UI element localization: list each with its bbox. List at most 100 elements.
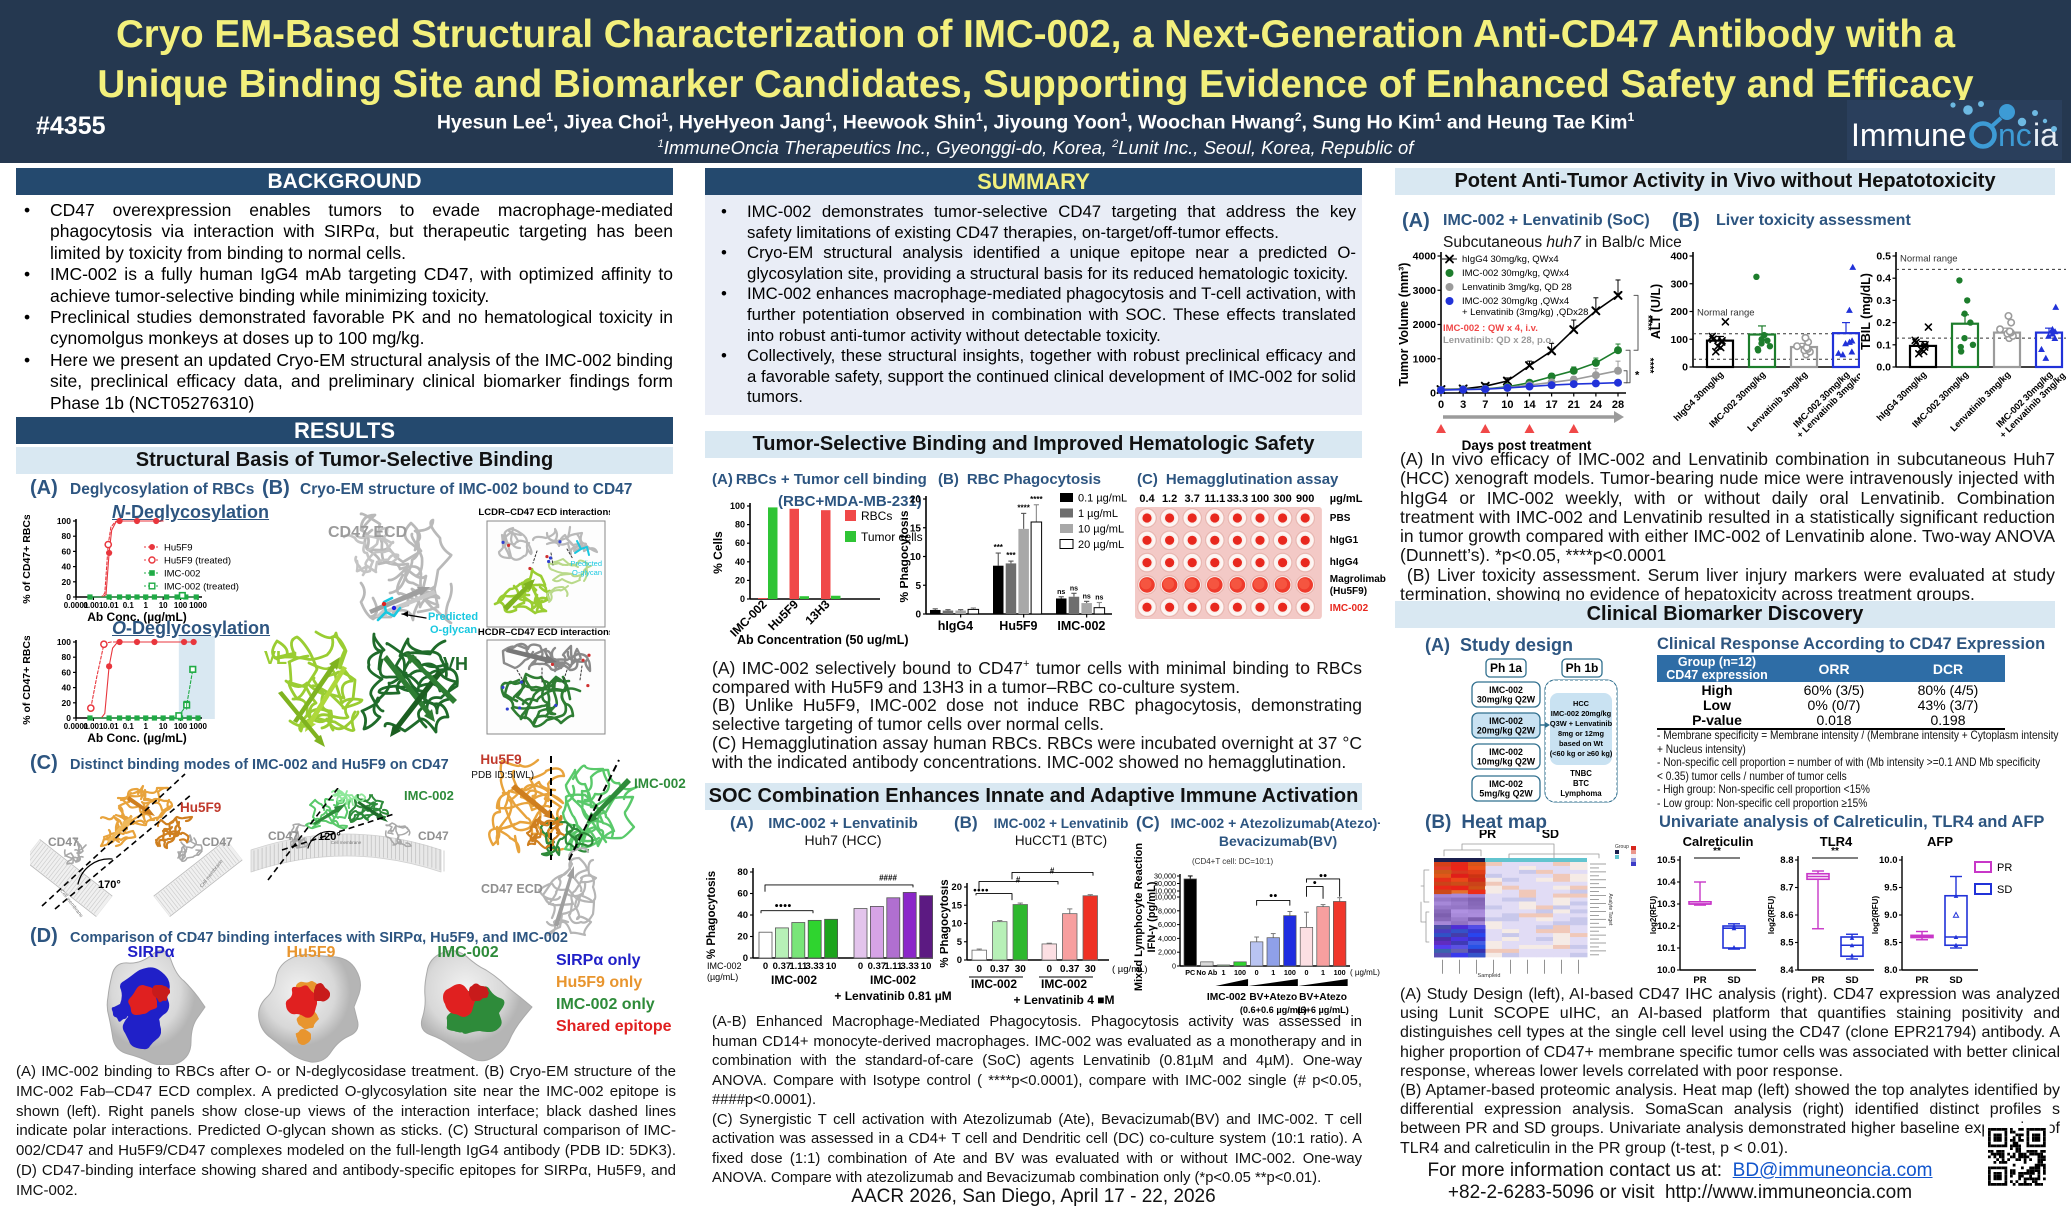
svg-text:●●●●: ●●●● <box>775 902 792 909</box>
svg-text:PR: PR <box>1479 830 1496 841</box>
svg-text:1.11: 1.11 <box>789 961 808 972</box>
svg-text:0.01: 0.01 <box>103 601 119 610</box>
svg-text:28: 28 <box>1612 399 1624 411</box>
svg-text:2000: 2000 <box>1413 319 1437 331</box>
svg-text:CD47 ECD: CD47 ECD <box>481 882 543 896</box>
svg-text:IMC-002 20mg/kg: IMC-002 20mg/kg <box>1551 709 1612 718</box>
svg-text:0.4: 0.4 <box>1876 273 1891 285</box>
svg-text:Ph 1a: Ph 1a <box>1490 661 1522 675</box>
svg-text:0: 0 <box>1046 964 1052 975</box>
svg-text:0: 0 <box>1430 388 1436 400</box>
svg-text:PBS: PBS <box>1330 513 1351 524</box>
svg-text:IMC-002: IMC-002 <box>1330 603 1369 614</box>
svg-text:PR: PR <box>1997 862 2012 874</box>
svg-text:9.5: 9.5 <box>1884 883 1898 894</box>
svg-text:100: 100 <box>57 516 71 526</box>
svg-text:400: 400 <box>1670 251 1688 263</box>
svg-text:1: 1 <box>143 722 148 731</box>
svg-text:10: 10 <box>159 722 168 731</box>
svg-text:Hu5F9: Hu5F9 <box>287 945 336 961</box>
svg-text:BTC: BTC <box>1573 779 1589 788</box>
svg-text:10: 10 <box>1501 399 1513 411</box>
svg-text:0.37: 0.37 <box>868 961 887 972</box>
svg-text:+ Lenvatinib 4 ■M: + Lenvatinib 4 ■M <box>1014 993 1115 1007</box>
svg-text:IMC-002: IMC-002 <box>404 788 454 803</box>
svg-text:0.37: 0.37 <box>990 964 1010 975</box>
svg-text:1: 1 <box>1321 968 1325 977</box>
svg-text:***: *** <box>994 543 1004 552</box>
svg-text:IFN-γ (pg/mL): IFN-γ (pg/mL) <box>1146 881 1158 952</box>
svg-text:% Phagocytosis: % Phagocytosis <box>900 510 911 602</box>
svg-text:CD47: CD47 <box>418 829 449 843</box>
svg-text:O-glycan: O-glycan <box>572 568 602 577</box>
svg-text:SD: SD <box>1949 975 1962 986</box>
svg-text:8.8: 8.8 <box>1780 855 1793 866</box>
svg-text:10: 10 <box>951 919 962 930</box>
svg-text:0.01: 0.01 <box>103 722 119 731</box>
svg-text:TLR4: TLR4 <box>1820 834 1853 849</box>
svg-text:+ Lenvatinib 0.81 µM: + Lenvatinib 0.81 µM <box>834 989 951 1003</box>
svg-text:20,000: 20,000 <box>1154 879 1176 888</box>
svg-text:Huh7 (HCC): Huh7 (HCC) <box>804 832 881 848</box>
svg-text:40: 40 <box>735 557 745 567</box>
svg-text:1: 1 <box>143 601 148 610</box>
svg-text:IMC-002: IMC-002 <box>707 961 742 971</box>
svg-text:SIRPα only: SIRPα only <box>556 952 641 969</box>
svg-text:20 µg/mL: 20 µg/mL <box>1078 539 1124 551</box>
svg-text:IMC-002: IMC-002 <box>1489 685 1523 695</box>
svg-text:IMC-002 + Atezolizumab(Atezo)+: IMC-002 + Atezolizumab(Atezo)+ <box>1171 815 1380 831</box>
svg-text:SD: SD <box>1727 975 1740 986</box>
svg-text:300: 300 <box>1670 278 1688 290</box>
svg-text:3000: 3000 <box>1413 285 1437 297</box>
svg-text:100: 100 <box>174 722 188 731</box>
svg-text:3.33: 3.33 <box>900 961 919 972</box>
svg-text:Analyte Target: Analyte Target <box>1607 893 1613 925</box>
svg-text:10.0: 10.0 <box>1879 855 1898 866</box>
svg-text:0.5: 0.5 <box>1876 251 1891 263</box>
svg-text:21: 21 <box>1568 399 1580 411</box>
svg-text:40: 40 <box>62 562 72 572</box>
svg-text:Hu5F9: Hu5F9 <box>164 543 193 554</box>
svg-text:IMC-002 only: IMC-002 only <box>556 996 655 1013</box>
svg-text:0: 0 <box>957 955 962 966</box>
svg-text:0: 0 <box>858 961 863 972</box>
svg-text:40: 40 <box>737 910 748 921</box>
svg-text:IMC-002: IMC-002 <box>1489 747 1523 757</box>
svg-text:8.5: 8.5 <box>1884 938 1898 949</box>
svg-text:Shared epitope: Shared epitope <box>556 1018 672 1035</box>
svg-text:% of CD47+ RBCs: % of CD47+ RBCs <box>21 636 33 725</box>
svg-text:33.3: 33.3 <box>1227 493 1248 505</box>
svg-text:Mixed Lymphocyte Reaction: Mixed Lymphocyte Reaction <box>1133 843 1145 991</box>
svg-text:HCC: HCC <box>1573 699 1590 708</box>
svg-text:30: 30 <box>1015 964 1027 975</box>
svg-text:IMC-002: IMC-002 <box>771 973 817 987</box>
svg-text:IMC-002 + Lenvatinib: IMC-002 + Lenvatinib <box>768 815 918 832</box>
svg-text:20: 20 <box>62 698 72 708</box>
svg-text:0.1: 0.1 <box>1876 339 1891 351</box>
svg-text:% Cells: % Cells <box>712 531 725 574</box>
svg-text:*: * <box>1635 370 1640 382</box>
svg-text:8.7: 8.7 <box>1780 883 1793 894</box>
svg-text:Hu5F9 only: Hu5F9 only <box>556 974 642 991</box>
svg-text:+ Lenvatinib (3mg/kg) ,QDx28: + Lenvatinib (3mg/kg) ,QDx28 <box>1462 307 1588 318</box>
svg-text:nc: nc <box>1998 117 2032 153</box>
svg-text:20: 20 <box>951 882 962 893</box>
svg-text:3.33: 3.33 <box>805 961 824 972</box>
svg-text:0: 0 <box>1172 962 1176 971</box>
svg-text:10: 10 <box>826 961 837 972</box>
svg-text:300: 300 <box>1273 493 1291 505</box>
svg-text:Hu5F9: Hu5F9 <box>180 800 221 815</box>
svg-text:8,000: 8,000 <box>1158 906 1176 915</box>
svg-text:IMC-002 + Lenvatinib: IMC-002 + Lenvatinib <box>994 816 1129 831</box>
svg-text:IMC-002: IMC-002 <box>1041 977 1087 991</box>
svg-text:0: 0 <box>740 594 745 604</box>
svg-text:% Phagocytosis: % Phagocytosis <box>706 871 718 959</box>
svg-text:10: 10 <box>921 961 932 972</box>
svg-text:+ Lenvatinib 3mg/kg: + Lenvatinib 3mg/kg <box>1998 370 2068 440</box>
svg-text:200: 200 <box>1670 306 1688 318</box>
svg-text:**: ** <box>1713 846 1721 857</box>
svg-text:0.0: 0.0 <box>1876 362 1891 374</box>
svg-text:Predicted: Predicted <box>428 611 478 623</box>
svg-text:Sampleid: Sampleid <box>1478 973 1501 979</box>
svg-text:20: 20 <box>910 495 922 506</box>
